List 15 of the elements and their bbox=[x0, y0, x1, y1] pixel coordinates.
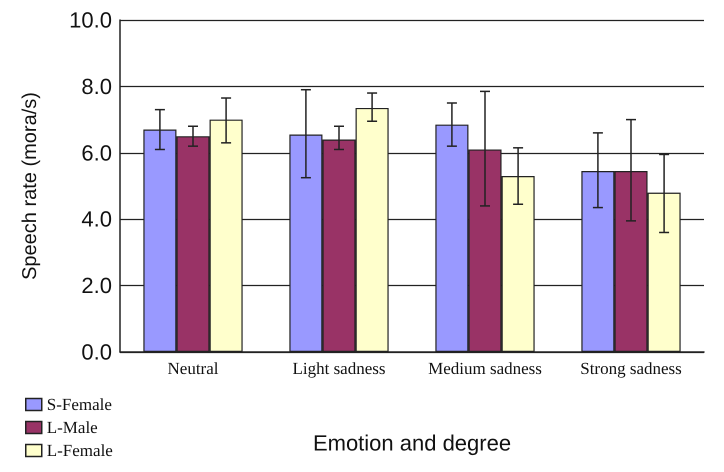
x-axis-title: Emotion and degree bbox=[312, 430, 512, 456]
x-tick-label: Strong sadness bbox=[580, 359, 682, 378]
y-axis-title: Speech rate (mora/s) bbox=[19, 92, 41, 280]
x-tick-label: Light sadness bbox=[292, 359, 386, 378]
y-tick-label: 0.0 bbox=[81, 340, 112, 364]
legend-label: L-Male bbox=[46, 418, 98, 437]
y-tick-label: 8.0 bbox=[81, 74, 112, 99]
legend-label: S-Female bbox=[46, 395, 112, 414]
y-tick-label: 6.0 bbox=[81, 140, 112, 166]
x-tick-label: Neutral bbox=[168, 359, 219, 378]
x-tick-label: Medium sadness bbox=[428, 359, 542, 378]
y-tick-label: 2.0 bbox=[81, 273, 112, 298]
y-tick-label: 4.0 bbox=[81, 206, 112, 232]
legend-label: L-Female bbox=[46, 441, 113, 460]
y-tick-label: 10.0 bbox=[69, 8, 112, 32]
